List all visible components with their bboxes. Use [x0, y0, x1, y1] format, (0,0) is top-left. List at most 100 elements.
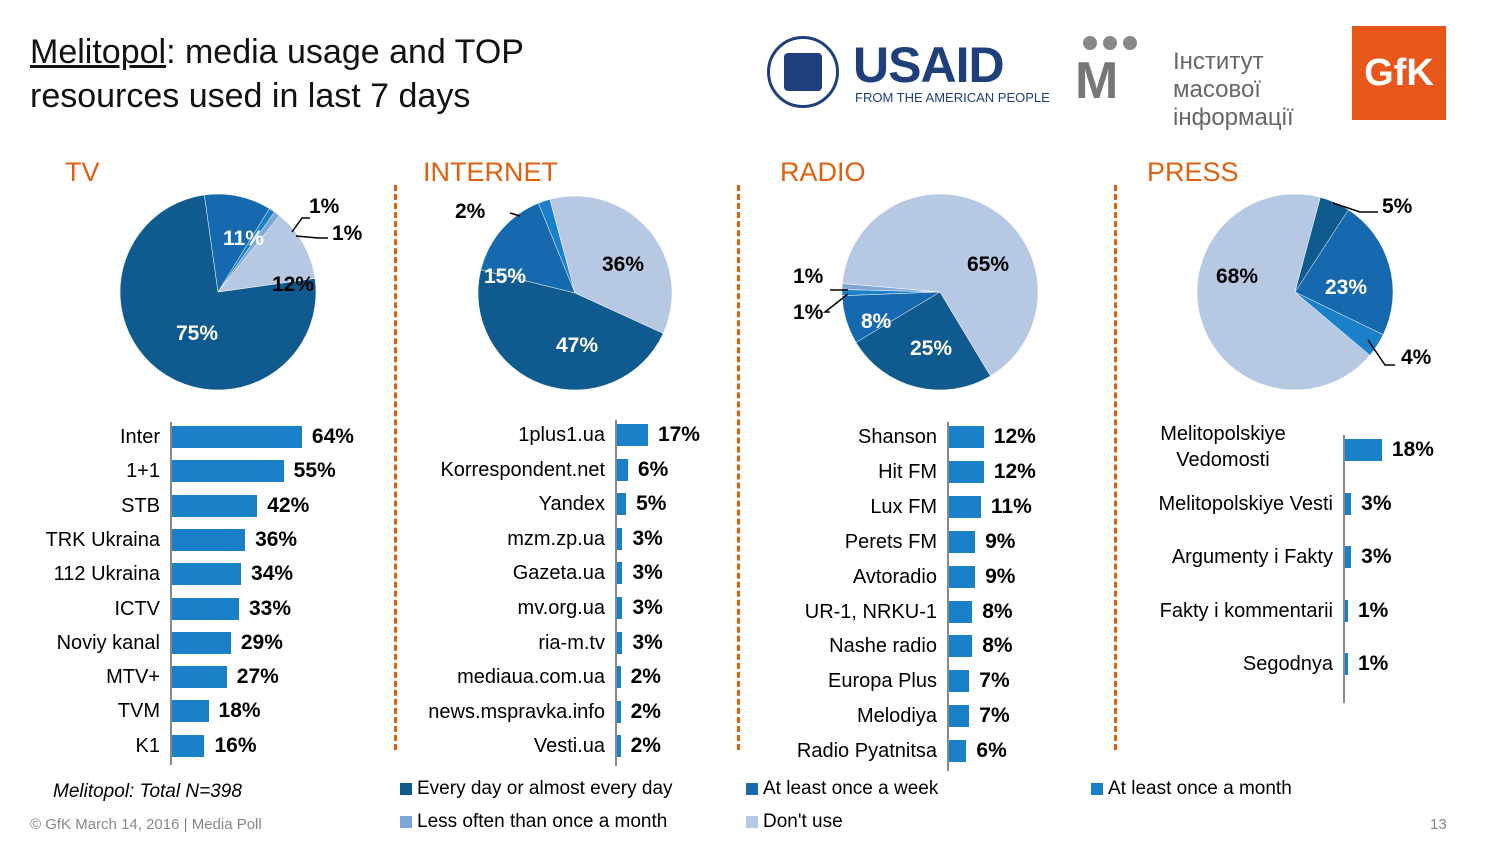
- bar-value-label: 27%: [236, 665, 279, 689]
- bar-category-label: Noviy kanal: [56, 631, 160, 654]
- pie-label: 12%: [272, 273, 315, 296]
- bar: [949, 600, 973, 623]
- section-title-press: PRESS: [1147, 157, 1239, 187]
- section-title-radio: RADIO: [780, 157, 866, 187]
- bar-category-label: mediaua.com.ua: [457, 666, 605, 689]
- legend-swatch: [746, 783, 758, 795]
- section-title-tv: TV: [65, 157, 100, 187]
- bar-category-label: Nashe radio: [829, 635, 937, 658]
- pie-label: 1%: [332, 222, 363, 245]
- bar-category-label: Radio Pyatnitsa: [796, 740, 937, 763]
- pie-slice: [1294, 197, 1349, 293]
- pie-label: 75%: [176, 322, 219, 345]
- bar-category-label: Melitopolskiye Vesti: [1158, 492, 1333, 515]
- bar-value-label: 42%: [267, 493, 310, 517]
- bar-value-label: 16%: [214, 733, 257, 757]
- pie-slice: [549, 195, 673, 334]
- bar-category-label: mzm.zp.ua: [507, 527, 605, 550]
- bar-category-label: TVM: [117, 700, 160, 723]
- bar-value-label: 9%: [985, 529, 1016, 553]
- footer: © GfK March 14, 2016 | Media Poll: [30, 816, 262, 833]
- bar: [172, 460, 284, 483]
- bar-category-label: ria-m.tv: [538, 631, 605, 654]
- bar-category-label: MTV+: [106, 666, 160, 689]
- bar-value-label: 36%: [255, 527, 298, 551]
- pie-label: 2%: [455, 200, 486, 223]
- gfk-logo: GfK: [1352, 26, 1446, 120]
- bar-category-label: Lux FM: [870, 495, 937, 518]
- title-city: Melitopol: [30, 33, 167, 71]
- divider: [394, 185, 397, 750]
- pie-slice: [842, 193, 1039, 377]
- legend-monthly: At least once a month: [1091, 778, 1292, 800]
- bar-value-label: 18%: [218, 699, 261, 723]
- bar-value-label: 34%: [251, 562, 294, 586]
- bar-value-label: 2%: [630, 734, 661, 758]
- bar-category-label: Perets FM: [844, 530, 937, 553]
- bar-value-label: 29%: [240, 630, 283, 654]
- bar-category-label: Avtoradio: [852, 565, 937, 588]
- bar: [172, 631, 231, 654]
- bar-category-label: Inter: [119, 426, 160, 448]
- legend-swatch: [746, 816, 758, 828]
- bar: [949, 460, 984, 483]
- bar: [1345, 653, 1348, 675]
- bar-value-label: 33%: [248, 596, 292, 620]
- bar-value-label: 7%: [979, 669, 1010, 693]
- page-number: 13: [1430, 816, 1447, 833]
- pie-slice: [1294, 209, 1394, 335]
- bar: [1345, 492, 1352, 515]
- pie-label: 11%: [223, 227, 264, 250]
- bar: [949, 705, 970, 728]
- pie-slice: [1196, 193, 1371, 391]
- pie-label: 4%: [1401, 346, 1432, 369]
- bar-value-label: 6%: [637, 457, 669, 481]
- bar: [949, 565, 976, 588]
- bar-category-label: K1: [135, 734, 160, 757]
- pie-label: 5%: [1382, 195, 1413, 218]
- bar-category-label: Korrespondent.net: [440, 458, 605, 481]
- pie-label: 1%: [793, 301, 824, 324]
- pie-label: 47%: [556, 334, 599, 357]
- pie-slice: [480, 202, 576, 294]
- bar-category-label: 1plus1.ua: [518, 424, 605, 446]
- bar-value-label: 12%: [993, 459, 1036, 483]
- bar-category-label: Gazeta.ua: [512, 562, 605, 585]
- divider: [1114, 185, 1117, 750]
- bar-category-label: Yandex: [538, 493, 605, 516]
- bar-value-label: 8%: [982, 599, 1013, 623]
- bar: [617, 493, 627, 516]
- bar-axis: [947, 422, 949, 771]
- bar-category-label: ICTV: [114, 597, 160, 620]
- bar-category-label: mv.org.ua: [517, 597, 605, 619]
- legend-every-day: Every day or almost every day: [400, 778, 673, 800]
- bar-value-label: 55%: [293, 459, 336, 483]
- bar: [1345, 439, 1382, 461]
- pie-slice: [477, 269, 664, 391]
- bar: [172, 666, 227, 689]
- bar: [172, 563, 242, 586]
- bar: [949, 426, 984, 448]
- bar-category-label: UR-1, NRKU-1: [804, 600, 937, 623]
- divider: [737, 185, 740, 750]
- pie-label: 15%: [484, 265, 527, 288]
- bar-axis: [1343, 435, 1345, 703]
- pie-label: 1%: [793, 265, 824, 288]
- pie-slice: [855, 291, 991, 391]
- legend-swatch: [400, 783, 412, 795]
- usaid-logo: USAID FROM THE AMERICAN PEOPLE: [765, 32, 1055, 110]
- bar-value-label: 11%: [990, 494, 1032, 518]
- bar: [617, 631, 623, 654]
- bar-category-label: Melodiya: [856, 705, 937, 728]
- usaid-seal: [767, 36, 839, 108]
- bar-category-label: Vesti.ua: [533, 735, 605, 758]
- bar-value-label: 7%: [979, 704, 1010, 728]
- pie-label: 65%: [967, 253, 1010, 276]
- pie-label: 25%: [910, 337, 953, 360]
- bar: [949, 740, 967, 763]
- bar-category-label: news.mspravka.info: [428, 700, 605, 723]
- bar-value-label: 12%: [993, 425, 1036, 448]
- pie-label: 1%: [309, 195, 340, 218]
- bar: [172, 494, 258, 517]
